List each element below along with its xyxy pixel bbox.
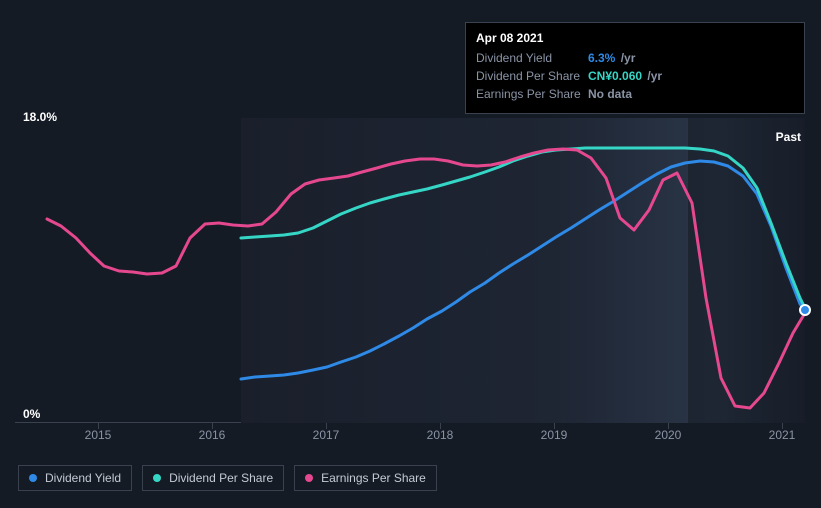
- x-axis-label: 2021: [769, 428, 796, 442]
- tooltip-row-label: Earnings Per Share: [476, 85, 588, 103]
- x-axis-label: 2017: [313, 428, 340, 442]
- legend-dot: [305, 474, 313, 482]
- tooltip-row-value: No data: [588, 85, 632, 103]
- plot-area[interactable]: [15, 118, 805, 423]
- chart-marker: [800, 305, 810, 315]
- x-axis-label: 2015: [85, 428, 112, 442]
- legend-label: Dividend Yield: [45, 471, 121, 485]
- x-axis-label: 2019: [541, 428, 568, 442]
- tooltip-date: Apr 08 2021: [476, 31, 794, 45]
- tooltip-row: Dividend Yield6.3% /yr: [476, 49, 794, 67]
- tooltip-row-value: CN¥0.060 /yr: [588, 67, 662, 85]
- tooltip-row-value: 6.3% /yr: [588, 49, 635, 67]
- legend-item[interactable]: Dividend Yield: [18, 465, 132, 491]
- legend: Dividend Yield Dividend Per Share Earnings…: [18, 465, 437, 491]
- x-axis-label: 2020: [655, 428, 682, 442]
- tooltip-row-label: Dividend Yield: [476, 49, 588, 67]
- x-axis-label: 2018: [427, 428, 454, 442]
- x-axis-label: 2016: [199, 428, 226, 442]
- chart-svg: [15, 118, 805, 423]
- legend-item[interactable]: Dividend Per Share: [142, 465, 284, 491]
- tooltip-row-label: Dividend Per Share: [476, 67, 588, 85]
- legend-item[interactable]: Earnings Per Share: [294, 465, 437, 491]
- legend-dot: [153, 474, 161, 482]
- legend-dot: [29, 474, 37, 482]
- chart-tooltip: Apr 08 2021 Dividend Yield6.3% /yrDivide…: [465, 22, 805, 114]
- x-axis: 2015 2016 2017 2018 2019 2020 2021: [15, 428, 805, 448]
- legend-label: Dividend Per Share: [169, 471, 273, 485]
- chart-container: 18.0% 0%: [15, 118, 805, 423]
- tooltip-row: Earnings Per ShareNo data: [476, 85, 794, 103]
- past-label: Past: [776, 130, 801, 144]
- tooltip-row: Dividend Per ShareCN¥0.060 /yr: [476, 67, 794, 85]
- legend-label: Earnings Per Share: [321, 471, 426, 485]
